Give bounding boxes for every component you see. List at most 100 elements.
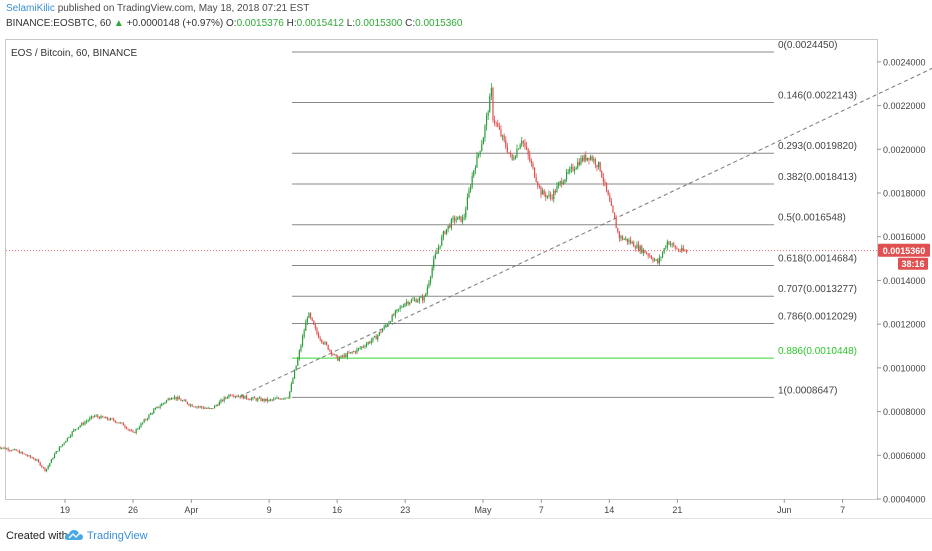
candle-body [513, 158, 515, 160]
candle-body [420, 296, 422, 298]
candle-body [428, 282, 430, 288]
candle-body [669, 244, 672, 246]
candle-body [132, 430, 134, 433]
candle-body [245, 395, 248, 399]
candle-body [181, 400, 184, 402]
candle-body [644, 249, 646, 254]
candle-body [325, 342, 328, 345]
candle-body [402, 306, 404, 308]
x-tick-label: 7 [840, 505, 845, 515]
candle-body [125, 427, 128, 429]
candle-body [127, 428, 129, 430]
candle-body [340, 355, 342, 358]
candle-body [55, 451, 57, 455]
candle-body [354, 351, 356, 353]
candle-body [634, 246, 636, 249]
x-tick-label: Apr [184, 505, 198, 515]
candle-body [559, 181, 561, 184]
candle-body [569, 168, 571, 172]
candle-body [385, 325, 387, 326]
candle-body [29, 455, 32, 458]
candle-body [476, 155, 478, 168]
y-tick-label: 0.0014000 [883, 276, 926, 286]
candle-body [4, 447, 6, 450]
candle-body [612, 205, 614, 213]
candle-body [114, 420, 116, 423]
candle-body [346, 352, 348, 357]
candle-body [319, 337, 321, 340]
candle-body [349, 352, 352, 354]
candle-body [297, 358, 299, 366]
candle-body [655, 259, 657, 261]
candle-body [85, 421, 88, 423]
created-with-label: Created with [6, 530, 68, 542]
candle-body [303, 330, 305, 337]
candle-body [452, 217, 454, 220]
fib-label-6: 0.707(0.0013277) [778, 284, 857, 295]
candle-body [676, 248, 678, 250]
candle-body [300, 345, 302, 351]
candle-body [58, 447, 60, 452]
candle-body [602, 177, 604, 182]
candle-body [581, 157, 584, 161]
candle-body [492, 87, 494, 121]
candle-body [63, 442, 65, 445]
candle-body [45, 468, 48, 471]
candle-body [436, 251, 438, 255]
candle-body [658, 257, 660, 264]
candle-body [285, 397, 288, 399]
candle-body [637, 244, 640, 251]
candle-body [653, 259, 656, 261]
candle-body [10, 450, 12, 452]
candle-body [596, 164, 598, 167]
candle-body [633, 242, 635, 247]
candle-body [271, 399, 273, 401]
y-tick-label: 0.0006000 [883, 451, 926, 461]
candle-body [373, 336, 376, 338]
candle-body [324, 342, 326, 344]
candle-body [84, 422, 86, 425]
candle-body [173, 396, 176, 399]
candle-body [583, 155, 585, 161]
candle-body [21, 452, 24, 454]
candle-body [551, 197, 553, 199]
candle-body [359, 347, 361, 349]
chart-frame [5, 39, 878, 500]
candle-body [604, 181, 606, 183]
candle-body [666, 241, 668, 248]
tradingview-link[interactable]: TradingView [87, 530, 148, 542]
candle-body [588, 157, 590, 160]
countdown-badge [898, 257, 928, 270]
candle-body [194, 406, 196, 408]
candle-body [90, 416, 92, 419]
x-axis: 19 26 Apr 9 16 23 May 7 14 21 Jun 7 [60, 499, 845, 515]
candle-body [474, 167, 476, 171]
candle-body [573, 169, 576, 171]
candle-body [322, 342, 324, 344]
candle-body [237, 396, 240, 398]
candle-body [514, 156, 516, 159]
chart-title: EOS / Bitcoin, 60, BINANCE [11, 48, 137, 59]
candle-body [522, 141, 524, 143]
candle-body [517, 148, 520, 150]
price-chart[interactable]: EOS / Bitcoin, 60, BINANCE 0(0.0024450)0… [0, 0, 932, 518]
candle-body [629, 240, 632, 244]
candle-body [135, 429, 137, 433]
candle-body [98, 416, 100, 419]
candle-body [234, 396, 236, 397]
candle-body [413, 299, 416, 301]
candle-body [660, 256, 662, 258]
candle-body [333, 354, 336, 356]
candle-body [66, 437, 68, 442]
candle-body [586, 157, 588, 161]
candle-body [477, 153, 480, 156]
candle-body [13, 449, 16, 451]
candle-body [549, 194, 552, 198]
author-link[interactable]: SelamiKilic [6, 3, 55, 14]
candle-body [247, 398, 249, 400]
candle-body [673, 243, 675, 246]
candle-body [146, 418, 148, 420]
candle-body [425, 293, 427, 297]
candle-body [252, 397, 254, 399]
candle-body [460, 216, 462, 222]
